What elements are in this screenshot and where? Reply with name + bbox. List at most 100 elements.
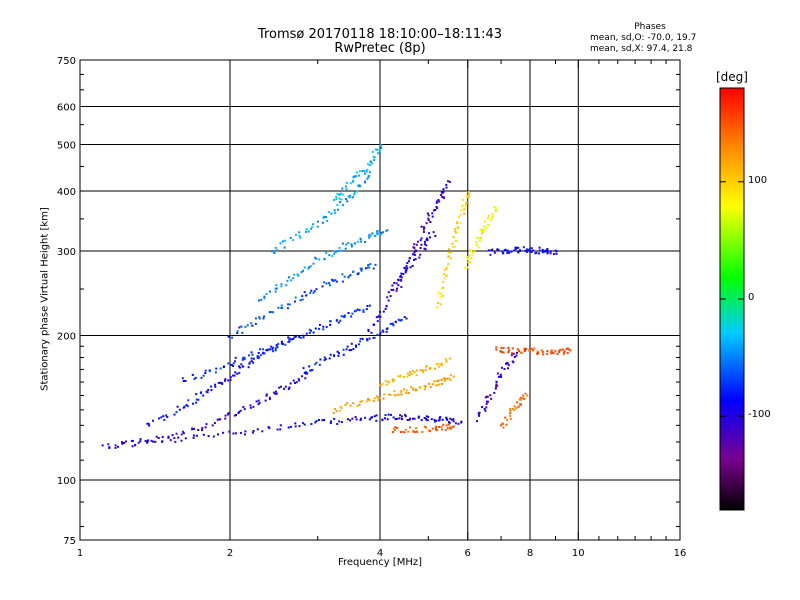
- scatter-point: [182, 432, 185, 435]
- scatter-point: [147, 422, 150, 425]
- colorbar-tick-label: 100: [748, 174, 768, 186]
- scatter-point: [281, 343, 284, 346]
- scatter-point: [227, 412, 230, 415]
- scatter-point: [501, 366, 503, 369]
- scatter-point: [259, 348, 261, 351]
- scatter-point: [101, 444, 104, 447]
- scatter-point: [436, 207, 439, 210]
- scatter-point: [446, 265, 449, 268]
- scatter-point: [376, 230, 379, 232]
- scatter-point: [346, 200, 349, 203]
- scatter-point: [513, 408, 516, 411]
- scatter-point: [429, 430, 432, 433]
- scatter-point: [367, 176, 370, 179]
- scatter-point: [406, 375, 409, 378]
- scatter-point: [229, 379, 232, 381]
- scatter-point: [244, 430, 247, 433]
- scatter-point: [449, 374, 452, 377]
- scatter-point: [181, 430, 184, 433]
- scatter-point: [244, 325, 247, 328]
- scatter-point: [530, 247, 533, 250]
- scatter-point: [355, 175, 357, 178]
- scatter-point: [413, 371, 416, 374]
- scatter-point: [334, 250, 337, 253]
- scatter-point: [444, 429, 447, 432]
- scatter-point: [329, 422, 332, 425]
- scatter-point: [318, 327, 321, 330]
- scatter-point: [252, 430, 255, 432]
- scatter-point: [200, 391, 203, 394]
- scatter-point: [495, 381, 498, 384]
- y-tick-label: 750: [57, 56, 76, 67]
- scatter-point: [409, 426, 411, 429]
- scatter-point: [500, 346, 503, 349]
- scatter-point: [376, 320, 379, 323]
- scatter-point: [345, 348, 348, 351]
- scatter-point: [420, 225, 423, 228]
- scatter-point: [422, 228, 425, 231]
- scatter-point: [278, 386, 281, 389]
- scatter-point: [460, 420, 463, 423]
- scatter-point: [368, 337, 371, 340]
- scatter-point: [276, 346, 279, 349]
- scatter-point: [448, 248, 451, 251]
- scatter-point: [497, 375, 500, 378]
- scatter-point: [476, 420, 478, 423]
- scatter-point: [350, 243, 353, 246]
- scatter-point: [423, 243, 426, 246]
- scatter-point: [224, 378, 227, 381]
- scatter-point: [379, 310, 381, 313]
- scatter-point: [374, 148, 377, 151]
- scatter-point: [422, 226, 425, 229]
- scatter-point: [121, 442, 124, 445]
- scatter-point: [265, 293, 268, 295]
- scatter-point: [323, 281, 325, 284]
- scatter-point: [500, 424, 502, 427]
- scatter-point: [256, 428, 259, 431]
- scatter-point: [335, 198, 338, 200]
- scatter-point: [431, 427, 434, 430]
- scatter-point: [489, 394, 492, 397]
- scatter-point: [486, 217, 489, 220]
- scatter-point: [224, 417, 227, 420]
- scatter-point: [309, 329, 312, 332]
- scatter-point: [234, 371, 237, 374]
- scatter-point: [438, 200, 441, 203]
- scatter-point: [314, 327, 317, 330]
- scatter-point: [442, 286, 444, 289]
- scatter-point: [166, 416, 169, 418]
- scatter-point: [236, 372, 239, 375]
- scatter-point: [372, 267, 375, 270]
- scatter-point: [403, 431, 406, 434]
- scatter-point: [429, 386, 432, 388]
- scatter-point: [150, 439, 153, 442]
- scatter-point: [556, 353, 559, 356]
- scatter-point: [388, 393, 391, 396]
- scatter-point: [302, 367, 305, 370]
- scatter-point: [407, 392, 410, 394]
- scatter-point: [342, 353, 345, 356]
- scatter-point: [228, 430, 231, 433]
- scatter-point: [392, 378, 395, 381]
- scatter-point: [441, 428, 443, 431]
- scatter-point: [365, 400, 368, 403]
- scatter-point: [195, 393, 198, 396]
- scatter-point: [470, 249, 473, 252]
- scatter-point: [502, 347, 505, 349]
- scatter-point: [420, 237, 423, 240]
- scatter-point: [275, 287, 278, 290]
- scatter-point: [154, 440, 157, 443]
- scatter-point: [368, 399, 371, 402]
- scatter-point: [538, 249, 541, 252]
- scatter-point: [279, 428, 282, 431]
- scatter-point: [303, 291, 306, 294]
- scatter-point: [204, 369, 207, 372]
- scatter-point: [192, 402, 195, 405]
- scatter-point: [359, 337, 362, 340]
- scatter-point: [437, 384, 439, 387]
- scatter-point: [526, 394, 529, 397]
- scatter-point: [227, 362, 230, 365]
- scatter-point: [412, 430, 415, 433]
- scatter-point: [424, 369, 427, 372]
- scatter-point: [364, 241, 367, 243]
